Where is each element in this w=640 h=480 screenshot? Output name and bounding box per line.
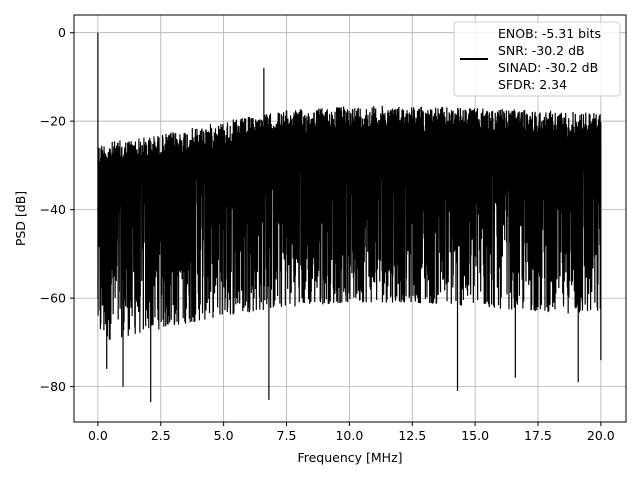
y-tick-label: −80 — [40, 379, 66, 394]
legend-entry-snr: SNR: -30.2 dB — [498, 43, 585, 58]
y-axis-label: PSD [dB] — [13, 191, 28, 246]
legend-entry-sfdr: SFDR: 2.34 — [498, 77, 567, 92]
psd-series-line — [97, 32, 602, 403]
x-tick-label: 10.0 — [335, 428, 363, 443]
legend-box — [453, 21, 621, 97]
y-tick-label: −20 — [40, 114, 66, 129]
x-tick-label: 12.5 — [398, 428, 426, 443]
x-tick-label: 20.0 — [587, 428, 615, 443]
x-tick-label: 17.5 — [524, 428, 552, 443]
x-tick-label: 2.5 — [151, 428, 171, 443]
y-tick-label: 0 — [58, 25, 66, 40]
x-axis: 0.0 2.5 5.0 7.5 10.0 12.5 15.0 17.5 20.0 — [88, 422, 615, 443]
y-axis: 0 −20 −40 −60 −80 — [40, 25, 74, 394]
y-tick-label: −40 — [40, 202, 66, 217]
y-tick-label: −60 — [40, 291, 66, 306]
legend: ENOB: -5.31 bits SNR: -30.2 dB SINAD: -3… — [453, 21, 621, 97]
x-axis-label: Frequency [MHz] — [297, 450, 402, 465]
x-tick-label: 5.0 — [214, 428, 234, 443]
x-tick-label: 0.0 — [88, 428, 108, 443]
x-tick-label: 15.0 — [461, 428, 489, 443]
x-tick-label: 7.5 — [277, 428, 297, 443]
legend-entry-enob: ENOB: -5.31 bits — [498, 26, 601, 41]
plot-frame — [73, 14, 627, 423]
legend-entry-sinad: SINAD: -30.2 dB — [498, 60, 598, 75]
